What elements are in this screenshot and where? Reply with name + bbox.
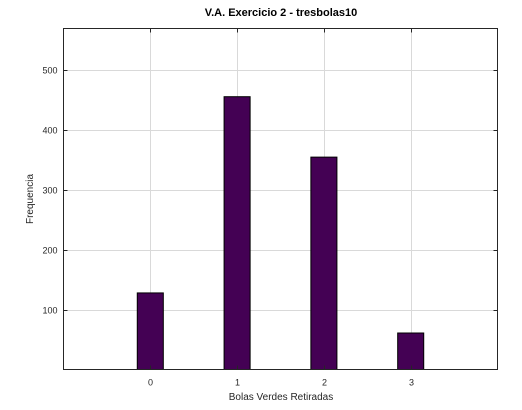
y-tick-label: 300 — [42, 186, 57, 196]
chart-title: V.A. Exercicio 2 - tresbolas10 — [205, 7, 357, 19]
x-axis-label: Bolas Verdes Retiradas — [229, 392, 334, 403]
y-tick-label: 100 — [42, 306, 57, 316]
axis-ticks: 0 1 2 3 100 200 300 400 500 — [42, 28, 498, 388]
plot-area — [63, 28, 498, 370]
y-axis-label: Frequencia — [25, 174, 36, 224]
y-tick-label: 500 — [42, 66, 57, 76]
x-tick-label: 1 — [235, 378, 240, 388]
bar-1 — [223, 96, 251, 370]
y-tick-label: 200 — [42, 246, 57, 256]
x-tick-label: 0 — [148, 378, 153, 388]
x-tick-label: 3 — [409, 378, 414, 388]
y-tick-label: 400 — [42, 126, 57, 136]
bar-3 — [397, 332, 425, 370]
bar-0 — [136, 292, 164, 370]
x-tick-label: 2 — [322, 378, 327, 388]
bar-2 — [310, 156, 338, 370]
bars — [136, 96, 425, 370]
grid — [63, 28, 498, 370]
